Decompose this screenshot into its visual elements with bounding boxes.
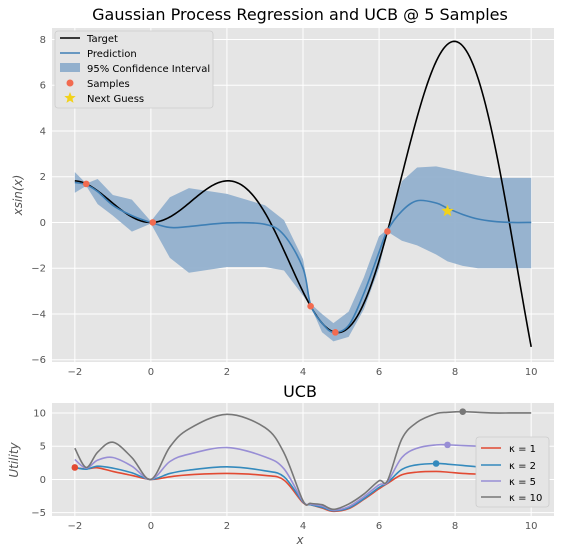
top-x-tick-label: 10 — [525, 367, 538, 378]
ucb-max-point — [459, 408, 467, 415]
bottom-y-tick-label: 10 — [33, 408, 46, 419]
gp-regression-chart: Gaussian Process Regression and UCB @ 5 … — [11, 5, 554, 378]
legend-samples-swatch — [66, 79, 74, 87]
top-y-tick-label: −6 — [31, 355, 46, 366]
legend-samples-label: Samples — [87, 79, 130, 90]
prediction-line — [74, 181, 532, 334]
legend-k10-label: κ = 10 — [509, 493, 542, 504]
confidence-interval-area — [74, 166, 532, 342]
legend-k2-label: κ = 2 — [509, 461, 536, 472]
bottom-legend: κ = 1 κ = 2 κ = 5 κ = 10 — [475, 436, 550, 508]
top-y-tick-label: 4 — [40, 126, 46, 137]
bottom-y-axis-label: Utility — [7, 441, 21, 477]
ucb-line-k2 — [74, 462, 532, 512]
ucb-chart: UCB −2 0 2 4 6 8 10 −5 0 5 10 Utility x κ = 1 κ =… — [7, 382, 554, 547]
top-y-axis-label: xsin(x) — [11, 175, 25, 217]
bottom-points — [71, 408, 467, 471]
top-x-tick-label: 0 — [148, 367, 154, 378]
ucb-max-point — [444, 441, 451, 449]
top-y-tick-label: 0 — [40, 218, 46, 229]
bottom-y-tick-label: 5 — [40, 442, 46, 453]
bottom-x-tick-label: 10 — [525, 521, 538, 532]
bottom-y-tick-label: −5 — [31, 508, 46, 519]
sample-point — [82, 180, 90, 188]
legend-target-label: Target — [86, 34, 118, 45]
sample-point — [384, 228, 391, 235]
top-x-tick-label: 2 — [224, 367, 230, 378]
ucb-max-point — [432, 460, 440, 467]
legend-next-guess-label: Next Guess — [87, 94, 144, 105]
top-y-tick-label: 6 — [40, 81, 46, 92]
top-y-tick-label: −4 — [31, 309, 46, 320]
legend-next-guess-swatch — [64, 92, 76, 103]
legend-confidence-swatch — [60, 63, 80, 72]
top-y-tick-label: −2 — [31, 264, 46, 275]
bottom-x-tick-label: −2 — [67, 521, 82, 532]
top-x-tick-label: 4 — [300, 367, 306, 378]
ucb-line-k3 — [74, 443, 532, 511]
next-guess-star — [441, 204, 454, 217]
bottom-legend-box — [475, 436, 550, 508]
ucb-max-point — [71, 464, 79, 471]
sample-point — [307, 302, 314, 310]
bottom-x-tick-label: 8 — [452, 521, 458, 532]
top-x-tick-label: −2 — [67, 367, 82, 378]
top-y-tick-labels: −6 −4 −2 0 2 4 6 8 — [31, 35, 46, 366]
bottom-x-tick-label: 4 — [300, 521, 306, 532]
sample-point — [149, 219, 157, 226]
bottom-x-tick-label: 0 — [148, 521, 154, 532]
top-x-tick-labels: −2 0 2 4 6 8 10 — [67, 367, 537, 378]
bottom-y-tick-label: 0 — [40, 475, 46, 486]
sample-point — [332, 329, 339, 336]
top-x-tick-label: 8 — [452, 367, 458, 378]
legend-k5-label: κ = 5 — [509, 477, 536, 488]
legend-prediction-label: Prediction — [87, 49, 137, 60]
bottom-x-tick-label: 2 — [224, 521, 230, 532]
bottom-x-axis-label: x — [295, 533, 304, 547]
bottom-chart-title: UCB — [283, 382, 317, 401]
top-x-tick-label: 6 — [376, 367, 382, 378]
bottom-lines — [74, 410, 532, 513]
bottom-y-tick-labels: −5 0 5 10 — [31, 408, 46, 519]
legend-k1-label: κ = 1 — [509, 444, 536, 455]
top-legend-box — [54, 30, 214, 109]
top-y-tick-label: 2 — [40, 172, 46, 183]
top-y-tick-label: 8 — [40, 35, 46, 46]
bottom-x-tick-labels: −2 0 2 4 6 8 10 — [67, 521, 537, 532]
ucb-line-k4 — [74, 410, 532, 511]
top-legend: Target Prediction 95% Confidence Interva… — [54, 30, 214, 109]
confidence-band — [74, 166, 532, 342]
bottom-x-tick-label: 6 — [376, 521, 382, 532]
top-points — [82, 180, 454, 336]
top-chart-title: Gaussian Process Regression and UCB @ 5 … — [92, 5, 508, 24]
legend-confidence-label: 95% Confidence Interval — [87, 64, 210, 75]
